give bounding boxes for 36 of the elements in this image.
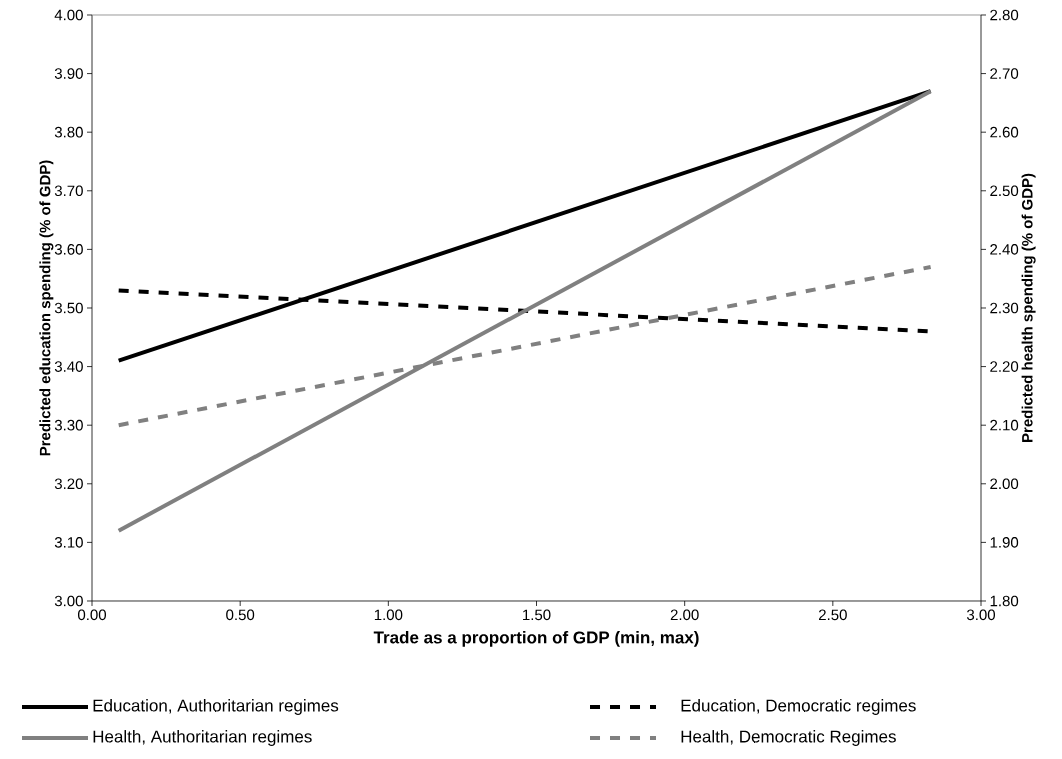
y2-axis-title: Predicted health spending (% of GDP) — [1021, 173, 1036, 442]
x-tick-label: 0.00 — [77, 609, 107, 621]
y-tick-label: 3.10 — [54, 537, 83, 548]
y2-tick-label: 2.80 — [990, 9, 1019, 21]
y2-tick-label: 2.00 — [990, 478, 1019, 490]
y2-tick-label: 2.50 — [990, 185, 1019, 197]
legend-label: Health, Authoritarian regimes — [93, 730, 312, 746]
y-tick-label: 3.90 — [54, 68, 83, 79]
y-tick-label: 3.00 — [54, 595, 83, 607]
y2-tick-label: 2.10 — [990, 419, 1019, 431]
x-tick-label: 1.00 — [374, 609, 403, 621]
y-tick-label: 3.60 — [54, 244, 83, 255]
y2-tick-label: 2.60 — [990, 126, 1019, 138]
y-tick-label: 3.50 — [54, 302, 83, 314]
y-axis-title: Predicted education spending (% of GDP) — [39, 160, 54, 456]
x-tick-label: 0.50 — [226, 609, 255, 621]
y-tick-label: 3.40 — [54, 361, 83, 372]
x-axis-title: Trade as a proportion of GDP (min, max) — [373, 631, 699, 647]
x-tick-label: 1.50 — [523, 609, 551, 621]
y2-tick-label: 1.90 — [990, 537, 1019, 548]
y-tick-label: 3.80 — [54, 126, 83, 138]
y2-tick-label: 2.20 — [990, 361, 1019, 372]
legend-label: Health, Democratic Regimes — [681, 730, 896, 746]
y2-tick-label: 1.80 — [990, 595, 1019, 607]
legend-label: Education, Democratic regimes — [681, 699, 916, 715]
y2-tick-label: 2.30 — [990, 302, 1019, 314]
legend-label: Education, Authoritarian regimes — [93, 699, 339, 715]
y2-tick-label: 2.70 — [990, 68, 1019, 79]
y2-tick-label: 2.40 — [990, 244, 1019, 255]
x-tick-label: 3.00 — [966, 609, 996, 621]
y-tick-label: 3.70 — [54, 185, 83, 197]
x-tick-label: 2.00 — [670, 609, 699, 621]
y-tick-label: 3.30 — [54, 419, 83, 431]
y-tick-label: 4.00 — [54, 9, 83, 21]
x-tick-label: 2.50 — [819, 609, 847, 621]
y-tick-label: 3.20 — [54, 478, 83, 490]
